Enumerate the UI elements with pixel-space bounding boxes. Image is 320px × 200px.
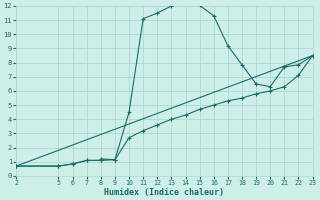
X-axis label: Humidex (Indice chaleur): Humidex (Indice chaleur) [104,188,224,197]
